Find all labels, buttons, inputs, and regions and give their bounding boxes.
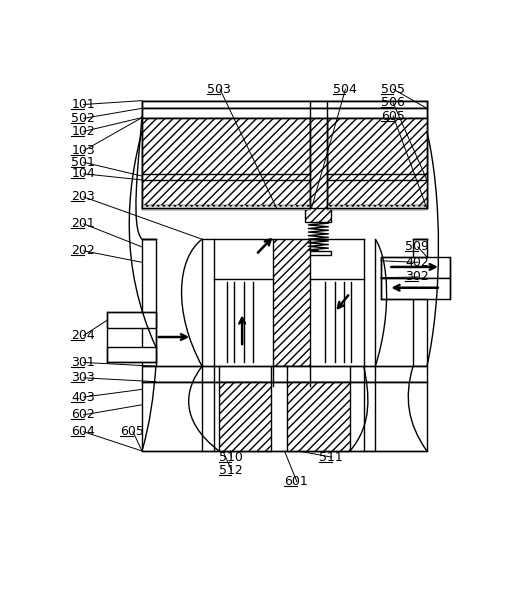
Bar: [142, 108, 426, 117]
Bar: [107, 313, 156, 328]
Text: 506: 506: [380, 96, 404, 109]
Bar: [218, 382, 271, 451]
Bar: [142, 117, 309, 208]
Text: 505: 505: [380, 82, 404, 96]
Text: 201: 201: [71, 217, 95, 230]
Text: 503: 503: [207, 82, 231, 96]
Text: 302: 302: [405, 270, 428, 284]
Text: 605: 605: [380, 109, 404, 123]
Bar: [142, 239, 156, 367]
Bar: [142, 101, 426, 208]
Text: 604: 604: [71, 426, 95, 438]
Text: 303: 303: [71, 371, 95, 384]
Text: 605: 605: [120, 426, 144, 438]
Text: 510: 510: [218, 451, 242, 464]
Text: 402: 402: [405, 256, 428, 269]
Text: 204: 204: [71, 329, 95, 342]
Text: 502: 502: [71, 112, 95, 125]
Text: 101: 101: [71, 98, 95, 111]
Bar: [380, 278, 449, 298]
Bar: [142, 101, 426, 108]
Text: 301: 301: [71, 356, 95, 369]
Text: 504: 504: [332, 82, 356, 96]
Bar: [380, 257, 449, 278]
Bar: [326, 205, 426, 210]
Text: 403: 403: [71, 391, 95, 403]
Text: 202: 202: [71, 244, 95, 257]
Text: 103: 103: [71, 144, 95, 157]
Text: 203: 203: [71, 190, 95, 203]
Bar: [142, 367, 426, 382]
Text: 104: 104: [71, 167, 95, 181]
Text: 509: 509: [405, 241, 429, 254]
Bar: [142, 382, 426, 451]
Text: 102: 102: [71, 125, 95, 138]
Bar: [309, 117, 326, 222]
Bar: [305, 208, 331, 222]
Text: 501: 501: [71, 156, 95, 169]
Bar: [142, 205, 309, 210]
Bar: [272, 239, 309, 367]
Text: 601: 601: [284, 475, 307, 488]
Bar: [305, 251, 331, 255]
Text: 602: 602: [71, 408, 95, 421]
Bar: [107, 347, 156, 362]
Bar: [286, 382, 349, 451]
Text: 511: 511: [319, 451, 342, 464]
Text: 512: 512: [218, 464, 242, 476]
Bar: [412, 239, 426, 367]
Bar: [326, 117, 426, 208]
